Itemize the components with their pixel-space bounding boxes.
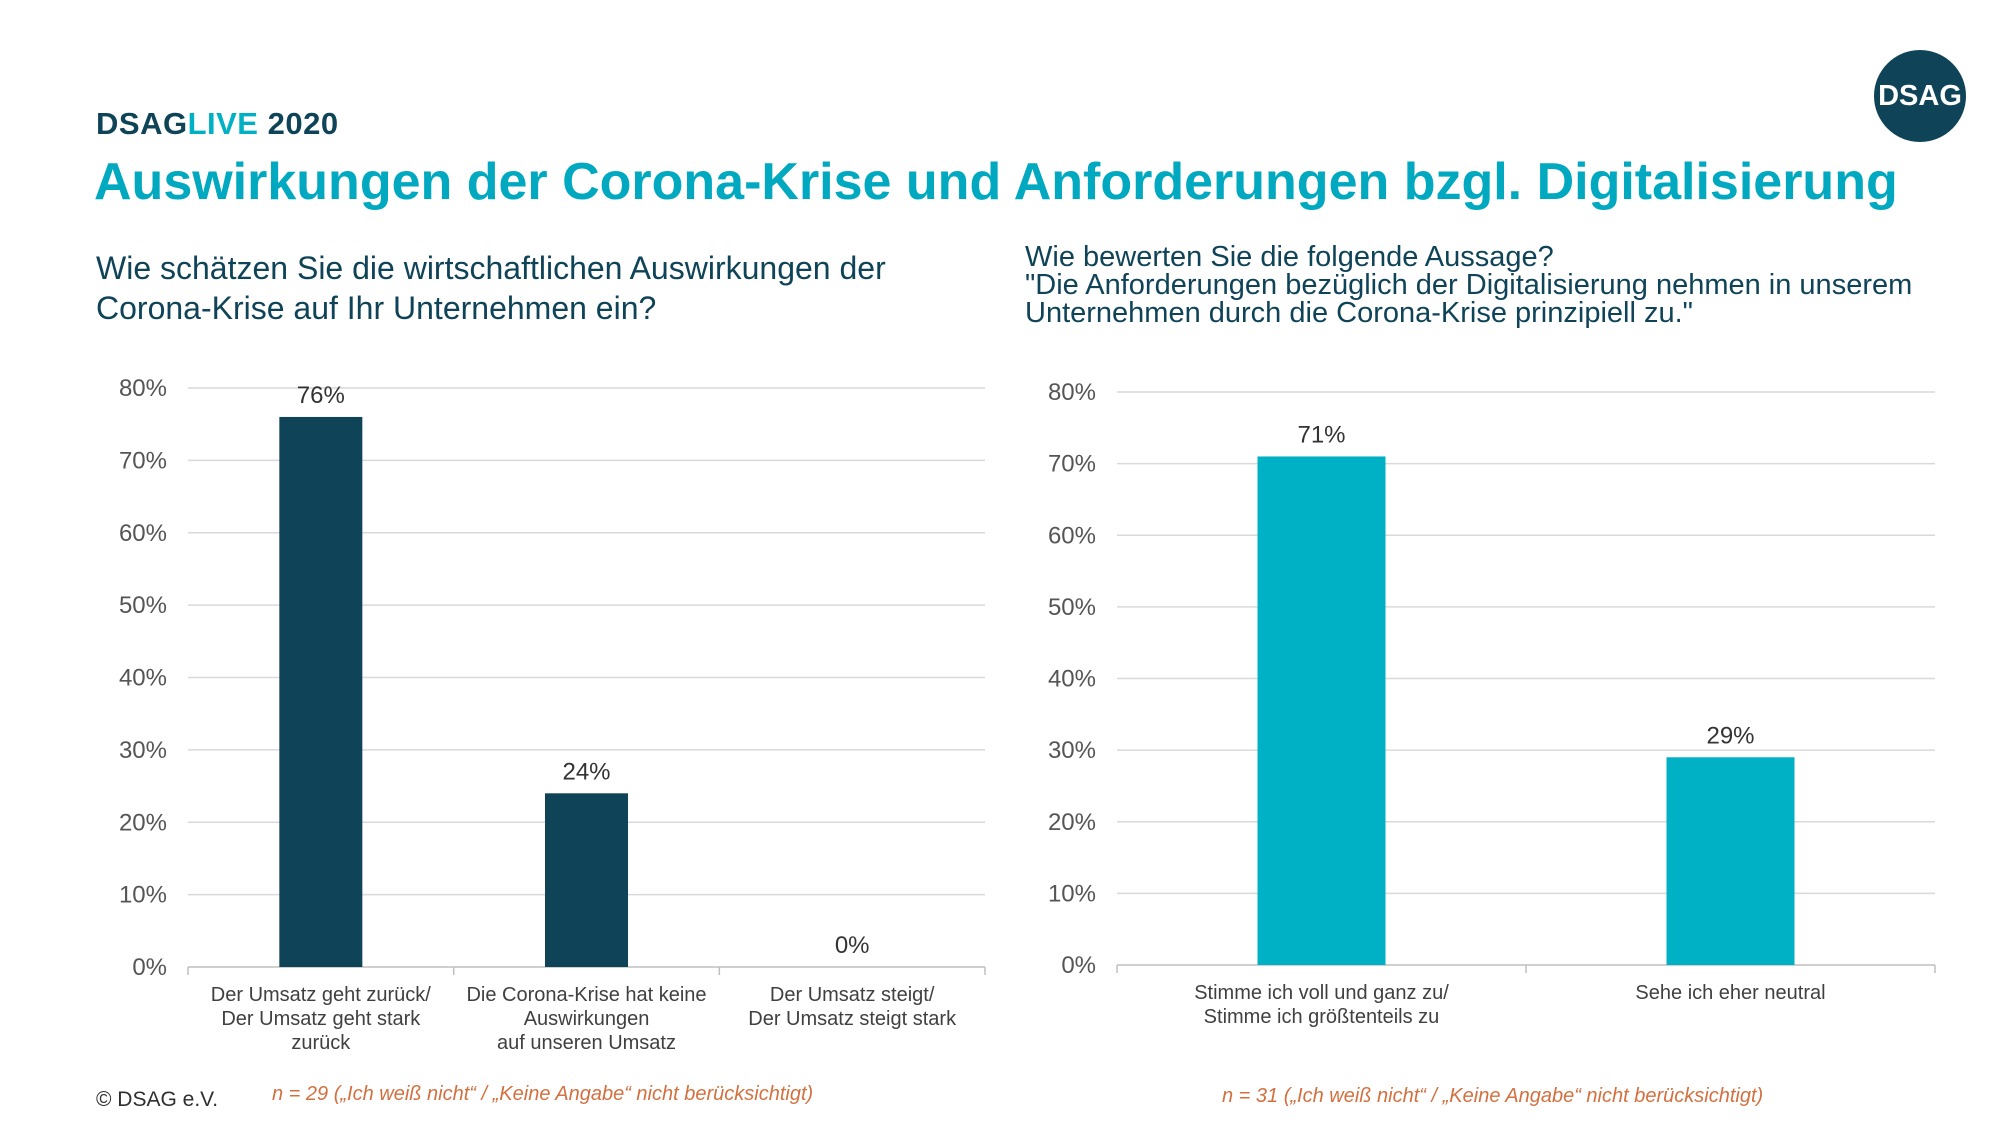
- right-ytick-label: 60%: [1048, 522, 1096, 549]
- left-ytick-label: 40%: [119, 665, 167, 692]
- left-ytick-label: 60%: [119, 520, 167, 547]
- left-question: Wie schätzen Sie die wirtschaftlichen Au…: [96, 250, 886, 326]
- right-category-label: Stimme ich voll und ganz zu/: [1194, 982, 1449, 1004]
- left-ytick-label: 80%: [119, 375, 167, 402]
- event-brand: DSAGLIVE 2020: [96, 106, 339, 142]
- right-footnote: n = 31 („Ich weiß nicht“ / „Keine Angabe…: [1222, 1085, 1764, 1107]
- left-bar: [545, 793, 628, 967]
- dsag-logo: DSAG: [1874, 50, 1966, 142]
- page-title: Auswirkungen der Corona-Krise und Anford…: [94, 153, 1898, 211]
- left-ytick-label: 30%: [119, 737, 167, 764]
- left-bar: [279, 416, 363, 967]
- right-question-line-2: "Die Anforderungen bezüglich der Digital…: [1025, 269, 1913, 301]
- left-category-label: zurück: [291, 1032, 351, 1054]
- left-footnote: n = 29 („Ich weiß nicht“ / „Keine Angabe…: [272, 1083, 814, 1105]
- left-data-label: 76%: [297, 382, 345, 409]
- right-ytick-label: 0%: [1061, 952, 1096, 979]
- right-ytick-label: 70%: [1048, 451, 1096, 478]
- left-ytick-label: 20%: [119, 809, 167, 836]
- right-question: Wie bewerten Sie die folgende Aussage? "…: [1025, 241, 1985, 329]
- right-ytick-label: 40%: [1048, 666, 1096, 693]
- brand-prefix: DSAG: [96, 106, 188, 141]
- left-category-label: Der Umsatz steigt stark: [748, 1008, 957, 1030]
- left-category-label: Der Umsatz geht zurück/: [211, 984, 432, 1006]
- left-category-label: Der Umsatz steigt/: [770, 984, 935, 1006]
- right-category-label: Sehe ich eher neutral: [1635, 982, 1825, 1004]
- right-bar: [1257, 456, 1386, 965]
- left-ytick-label: 50%: [119, 592, 167, 619]
- right-ytick-label: 30%: [1048, 737, 1096, 764]
- right-ytick-label: 20%: [1048, 809, 1096, 836]
- left-ytick-label: 10%: [119, 882, 167, 909]
- right-question-line-3: Unternehmen durch die Corona-Krise prinz…: [1025, 297, 1693, 329]
- brand-live: LIVE: [187, 106, 259, 141]
- left-category-label: auf unseren Umsatz: [497, 1032, 676, 1054]
- brand-year: 2020: [258, 106, 339, 141]
- left-category-label: Der Umsatz geht stark: [221, 1008, 421, 1030]
- right-category-label: Stimme ich größtenteils zu: [1204, 1006, 1440, 1028]
- right-data-label: 71%: [1297, 421, 1345, 448]
- left-category-label: Auswirkungen: [524, 1008, 650, 1030]
- right-ytick-label: 10%: [1048, 880, 1096, 907]
- right-bar: [1666, 757, 1795, 965]
- right-ytick-label: 50%: [1048, 594, 1096, 621]
- left-ytick-label: 0%: [132, 954, 167, 981]
- left-category-label: Die Corona-Krise hat keine: [466, 984, 706, 1006]
- left-ytick-label: 70%: [119, 447, 167, 474]
- right-ytick-label: 80%: [1048, 379, 1096, 406]
- right-question-line-1: Wie bewerten Sie die folgende Aussage?: [1025, 241, 1554, 273]
- left-data-label: 24%: [562, 758, 610, 785]
- copyright: © DSAG e.V.: [96, 1088, 219, 1111]
- right-data-label: 29%: [1706, 722, 1754, 749]
- logo-text: DSAG: [1878, 79, 1962, 112]
- left-data-label: 0%: [835, 932, 870, 959]
